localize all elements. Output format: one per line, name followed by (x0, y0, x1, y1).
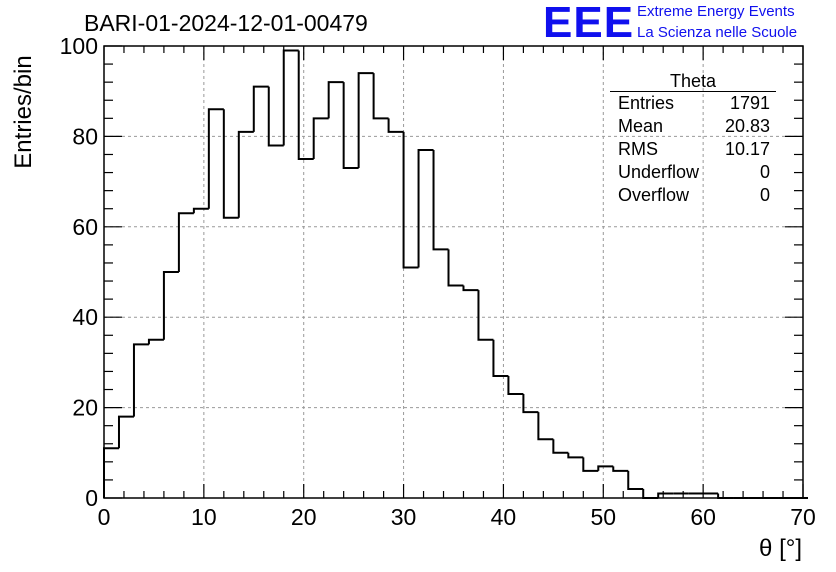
stats-row-rms: RMS 10.17 (610, 138, 776, 161)
histogram-bin (162, 271, 179, 340)
histogram-bin (252, 85, 269, 132)
histogram-bin (507, 375, 524, 396)
x-tick-label: 0 (98, 504, 111, 530)
histogram-bin (627, 470, 644, 490)
x-tick-label: 50 (590, 504, 616, 530)
stats-label: Overflow (618, 185, 690, 205)
histogram-bin (222, 109, 239, 219)
stats-value: 1791 (729, 93, 770, 113)
plot-frame (103, 45, 804, 499)
histogram-bin (417, 148, 434, 268)
histogram-bin (432, 149, 449, 251)
histogram-bin (237, 130, 254, 218)
histogram-bin (132, 343, 149, 417)
histogram-bin (282, 49, 299, 146)
histogram-bin (297, 50, 314, 160)
histogram-bin (192, 207, 209, 214)
histogram-bin (462, 285, 479, 292)
stats-title: Theta (610, 71, 776, 92)
histogram-bin (267, 86, 284, 147)
stats-value: 0 (759, 185, 770, 205)
histogram-bin (582, 457, 599, 472)
histogram-bin (537, 412, 554, 441)
histogram-bin (402, 131, 419, 269)
x-tick-label: 30 (391, 504, 417, 530)
y-tick-label: 0 (85, 485, 98, 511)
x-tick-label: 70 (790, 504, 816, 530)
y-tick-label: 60 (72, 214, 98, 240)
y-tick-label: 80 (72, 123, 98, 149)
histogram-bin (612, 466, 629, 472)
stats-label: Underflow (618, 162, 700, 182)
histogram-bin (552, 439, 569, 454)
histogram-bin (567, 452, 584, 459)
histogram-bin (642, 488, 659, 499)
stats-row-overflow: Overflow 0 (610, 184, 776, 207)
stats-row-mean: Mean 20.83 (610, 115, 776, 138)
x-tick-label: 40 (491, 504, 517, 530)
y-tick-label: 100 (60, 33, 98, 59)
y-axis-label: Entries/bin (10, 55, 37, 169)
chart-title: BARI-01-2024-12-01-00479 (84, 10, 368, 36)
x-tick-label: 60 (690, 504, 716, 530)
eee-logo: EEE (543, 0, 635, 47)
stats-value: 20.83 (724, 116, 770, 136)
histogram-bin (447, 249, 464, 287)
histogram-bin (117, 415, 134, 449)
x-tick-label: 10 (191, 504, 217, 530)
y-tick-label: 20 (72, 395, 98, 421)
histogram-bin (147, 338, 164, 345)
histogram-bin (522, 394, 539, 414)
x-axis-label: θ [°] (759, 535, 802, 562)
stats-label: Mean (618, 116, 664, 136)
histogram-bin (103, 447, 119, 498)
stats-label: Entries (618, 93, 675, 113)
stats-row-underflow: Underflow 0 (610, 161, 776, 184)
histogram-bin (657, 492, 674, 498)
x-tick-label: 20 (291, 504, 317, 530)
eee-logo-line2: La Scienza nelle Scuole (637, 24, 798, 41)
stats-label: RMS (618, 139, 658, 159)
histogram-bin (372, 73, 389, 120)
y-tick-label: 40 (72, 304, 98, 330)
histogram-bin (597, 465, 614, 471)
histogram-bin (327, 81, 344, 119)
histogram-bin (207, 108, 224, 209)
histogram-bin (177, 212, 194, 272)
stats-row-entries: Entries 1791 (610, 92, 776, 115)
histogram-bin (477, 290, 494, 341)
histogram-bin (387, 118, 404, 133)
histogram-bin (357, 72, 374, 169)
stats-value: 10.17 (724, 139, 770, 159)
histogram-bin (342, 82, 359, 170)
histogram-bin (312, 117, 329, 159)
stats-value: 0 (759, 162, 770, 182)
stats-box: Theta Entries 1791 Mean 20.83 RMS 10.17 … (610, 71, 776, 207)
eee-logo-line1: Extreme Energy Events (637, 3, 795, 20)
histogram-bin (492, 339, 509, 377)
